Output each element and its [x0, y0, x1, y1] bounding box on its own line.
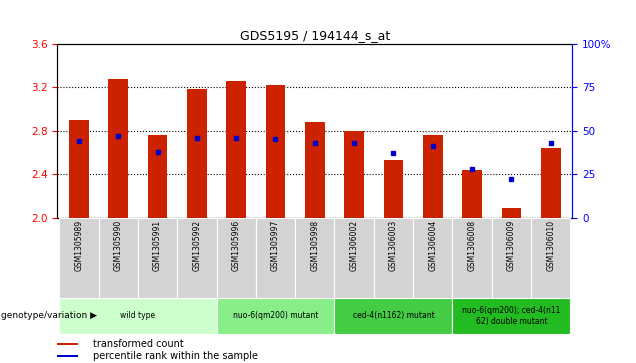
Text: GSM1305989: GSM1305989 [74, 220, 83, 271]
Bar [57, 355, 78, 357]
Text: GSM1306010: GSM1306010 [546, 220, 555, 271]
Bar [216, 218, 256, 298]
Bar [187, 89, 207, 218]
Bar [452, 298, 570, 334]
Bar [502, 208, 522, 218]
Title: GDS5195 / 194144_s_at: GDS5195 / 194144_s_at [240, 29, 390, 42]
Bar [374, 218, 413, 298]
Bar [531, 218, 570, 298]
Bar [423, 135, 443, 218]
Bar [57, 343, 78, 345]
Bar [384, 160, 403, 218]
Bar [59, 218, 99, 298]
Bar [335, 218, 374, 298]
Text: GSM1305991: GSM1305991 [153, 220, 162, 271]
Bar [452, 218, 492, 298]
Text: nuo-6(qm200); ced-4(n11
62) double mutant: nuo-6(qm200); ced-4(n11 62) double mutan… [462, 306, 560, 326]
Bar [266, 85, 286, 218]
Text: GSM1306003: GSM1306003 [389, 220, 398, 272]
Text: GSM1305998: GSM1305998 [310, 220, 319, 271]
Text: nuo-6(qm200) mutant: nuo-6(qm200) mutant [233, 311, 318, 320]
Text: ced-4(n1162) mutant: ced-4(n1162) mutant [352, 311, 434, 320]
Bar [148, 135, 167, 218]
Text: transformed count: transformed count [93, 339, 184, 349]
Bar [256, 218, 295, 298]
Bar [138, 218, 177, 298]
Bar [413, 218, 452, 298]
Text: GSM1306009: GSM1306009 [507, 220, 516, 272]
Text: GSM1305996: GSM1305996 [232, 220, 240, 272]
Text: GSM1305997: GSM1305997 [271, 220, 280, 272]
Bar [335, 298, 452, 334]
Bar [108, 79, 128, 218]
Bar [462, 170, 482, 218]
Text: GSM1305990: GSM1305990 [114, 220, 123, 272]
Bar [344, 131, 364, 218]
Text: percentile rank within the sample: percentile rank within the sample [93, 351, 258, 361]
Bar [541, 148, 560, 218]
Bar [295, 218, 335, 298]
Text: wild type: wild type [120, 311, 155, 320]
Bar [59, 298, 216, 334]
Text: GSM1305992: GSM1305992 [192, 220, 202, 271]
Bar [226, 81, 246, 218]
Text: genotype/variation ▶: genotype/variation ▶ [1, 311, 97, 320]
Text: GSM1306002: GSM1306002 [350, 220, 359, 271]
Bar [69, 120, 88, 218]
Bar [492, 218, 531, 298]
Bar [216, 298, 335, 334]
Bar [99, 218, 138, 298]
Text: GSM1306008: GSM1306008 [467, 220, 476, 271]
Bar [305, 122, 324, 218]
Bar [177, 218, 216, 298]
Text: GSM1306004: GSM1306004 [428, 220, 438, 272]
